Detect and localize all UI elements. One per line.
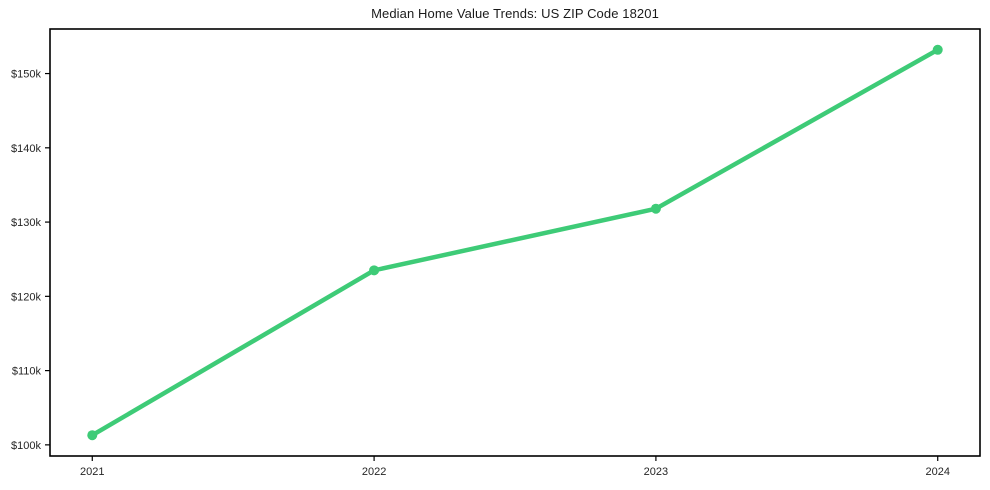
y-tick-label: $150k: [11, 69, 41, 81]
x-tick-label: 2024: [925, 466, 949, 478]
x-tick-label: 2021: [80, 466, 104, 478]
y-tick-label: $110k: [12, 366, 42, 378]
data-point-marker: [369, 265, 380, 276]
x-tick-label: 2022: [362, 466, 386, 478]
y-tick-label: $140k: [11, 143, 41, 155]
data-point-marker: [932, 44, 943, 55]
y-tick-label: $130k: [11, 217, 41, 229]
data-point-marker: [87, 430, 98, 441]
y-tick-label: $120k: [11, 291, 41, 303]
trend-line: [90, 47, 940, 438]
chart-title: Median Home Value Trends: US ZIP Code 18…: [371, 6, 659, 21]
data-point-marker: [650, 203, 661, 214]
x-tick-label: 2023: [644, 466, 668, 478]
plot-border: [49, 28, 981, 457]
y-tick-label: $100k: [11, 440, 41, 452]
